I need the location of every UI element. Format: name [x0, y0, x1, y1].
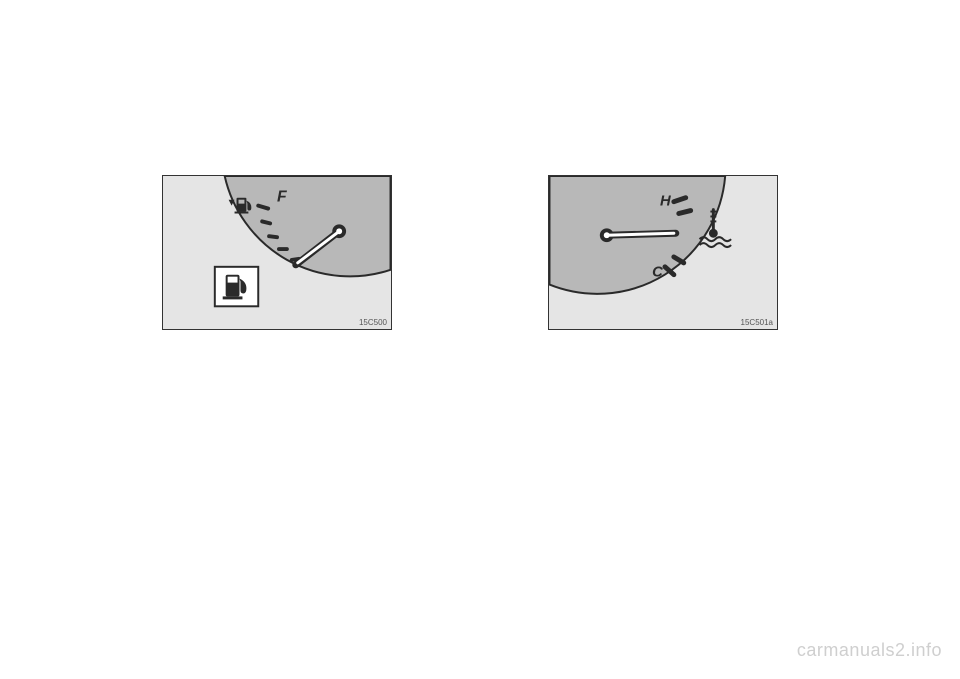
temp-gauge-svg: H C: [549, 176, 777, 329]
svg-text:H: H: [660, 194, 671, 210]
fuel-gauge-svg: F: [163, 176, 391, 329]
temp-gauge-figure: H C 15C501a: [548, 175, 778, 330]
fuel-gauge-figure: F: [162, 175, 392, 330]
watermark: carmanuals2.info: [797, 640, 942, 661]
svg-text:C: C: [652, 265, 663, 281]
svg-text:F: F: [277, 189, 287, 206]
fuel-gauge-image-code: 15C500: [359, 318, 387, 327]
low-fuel-icon: [215, 267, 258, 306]
page: F: [0, 0, 960, 679]
temp-gauge-image-code: 15C501a: [741, 318, 773, 327]
